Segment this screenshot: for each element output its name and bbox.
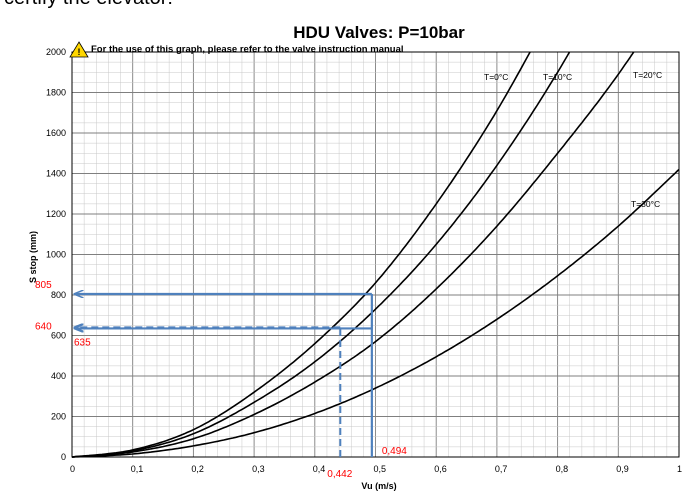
x-tick-label: 0,9 [616,464,629,474]
y-tick-label: 200 [51,412,66,422]
annotation-label-0442: 0,442 [327,469,352,480]
annotation-label-0494: 0,494 [382,446,407,457]
annotations: 805 640 635 0,494 0,442 [35,280,407,480]
x-tick-label: 0 [70,464,75,474]
x-tick-label: 0,6 [434,464,447,474]
x-tick-label: 0,8 [556,464,569,474]
y-tick-label: 1800 [46,88,66,98]
top-caption: certify the elevator: [4,0,173,10]
warning-icon: ! [69,41,89,58]
y-tick-label: 800 [51,290,66,300]
y-tick-label: 400 [51,371,66,381]
grid [72,52,679,457]
x-tick-label: 0,4 [313,464,326,474]
x-tick-label: 0,7 [495,464,508,474]
series-line [71,51,531,458]
x-axis-ticks: 0 0,1 0,2 0,3 0,4 0,5 0,6 0,7 0,8 0,9 1 [70,464,682,474]
series-label: T=30°C [631,199,660,209]
annotation-label-805: 805 [35,280,52,291]
x-tick-label: 1 [677,464,682,474]
y-axis-label: S stop (mm) [28,231,38,283]
x-tick-label: 0,3 [252,464,265,474]
series-label: T=20°C [633,70,662,80]
series-lines: T=0°C T=10°C T=20°C T=30°C [71,51,680,458]
chart-title: HDU Valves: P=10bar [293,23,465,42]
chart-subtitle: For the use of this graph, please refer … [91,44,404,55]
x-tick-label: 0,5 [374,464,387,474]
x-tick-label: 0,1 [131,464,144,474]
series-label: T=0°C [484,72,508,82]
y-tick-label: 1200 [46,209,66,219]
y-tick-label: 1600 [46,128,66,138]
x-tick-label: 0,2 [191,464,204,474]
annotation-label-635: 635 [74,337,91,348]
y-tick-label: 1400 [46,169,66,179]
y-tick-label: 1000 [46,250,66,260]
annotation-label-640: 640 [35,321,52,332]
y-axis-ticks: 0 200 400 600 800 1000 1200 1400 1600 1800 2000 [46,47,66,462]
x-axis-label: Vu (m/s) [361,481,396,491]
series-line [71,51,571,458]
series-line [71,168,680,458]
y-tick-label: 0 [61,452,66,462]
y-tick-label: 600 [51,331,66,341]
svg-text:!: ! [78,47,81,57]
series-line [71,51,635,458]
series-label: T=10°C [543,72,572,82]
y-tick-label: 2000 [46,47,66,57]
plot-area-border [71,51,680,458]
